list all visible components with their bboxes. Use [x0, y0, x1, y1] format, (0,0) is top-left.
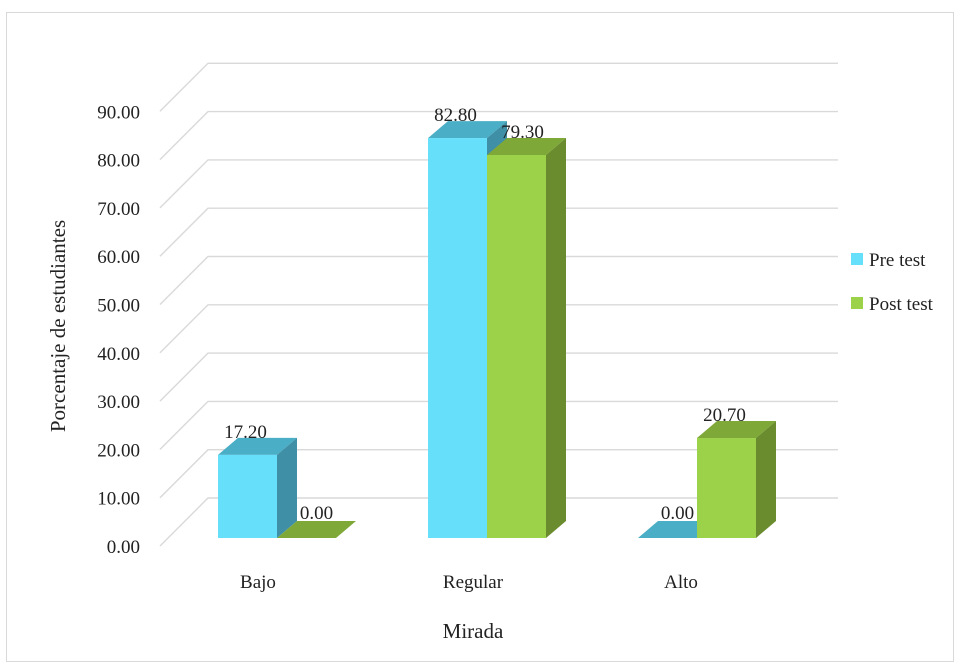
gridlines — [159, 62, 838, 547]
y-tick-label: 0.00 — [107, 537, 140, 558]
y-tick-label: 60.00 — [97, 247, 140, 268]
bar — [487, 137, 566, 538]
data-label: 82.80 — [434, 105, 477, 126]
y-tick-label: 90.00 — [97, 102, 140, 123]
x-category-label: Regular — [443, 572, 504, 593]
y-tick-label: 70.00 — [97, 199, 140, 220]
bar-front-face — [218, 454, 277, 538]
x-category-label: Bajo — [240, 572, 276, 593]
legend-label: Pre test — [869, 250, 926, 271]
bar-top-face — [428, 121, 507, 139]
y-tick-label: 30.00 — [97, 392, 140, 413]
bar — [218, 437, 297, 538]
gridline — [159, 159, 838, 209]
gridline — [159, 352, 838, 402]
bar — [277, 521, 356, 538]
bars — [218, 121, 776, 539]
gridline — [159, 110, 838, 161]
bar-front-face — [697, 438, 756, 538]
bar-front-face — [428, 138, 487, 539]
data-label: 79.30 — [501, 122, 544, 143]
legend: Pre test Post test — [851, 250, 934, 315]
gridline — [159, 497, 838, 547]
gridline — [159, 400, 838, 450]
y-tick-label: 10.00 — [97, 489, 140, 510]
legend-label: Post test — [869, 294, 934, 315]
x-axis-title: Mirada — [443, 619, 504, 643]
y-axis-title: Porcentaje de estudiantes — [46, 220, 70, 432]
bar-side-face — [277, 437, 297, 538]
bar-top-face — [697, 421, 776, 439]
gridline — [159, 207, 838, 257]
y-tick-label: 50.00 — [97, 296, 140, 317]
data-label: 20.70 — [703, 405, 746, 426]
gridline — [159, 62, 838, 112]
bar-top-face — [218, 437, 297, 455]
legend-swatch — [851, 253, 863, 265]
data-label: 0.00 — [661, 503, 694, 524]
legend-swatch — [851, 297, 863, 309]
gridline — [159, 255, 838, 305]
y-tick-labels: 0.00 10.00 20.00 30.00 40.00 50.00 60.00 70.00 8… — [97, 102, 140, 558]
bar-front-face — [487, 154, 546, 538]
y-tick-label: 40.00 — [97, 344, 140, 365]
bar — [697, 421, 776, 538]
x-category-label: Alto — [664, 572, 698, 593]
y-tick-label: 80.00 — [97, 151, 140, 172]
bar-top-face — [487, 137, 566, 155]
x-category-labels: Bajo Regular Alto — [240, 572, 698, 593]
gridline — [159, 449, 838, 499]
bar-top-face — [277, 521, 356, 538]
data-label: 0.00 — [300, 503, 333, 524]
bar-side-face — [756, 421, 776, 538]
y-tick-label: 20.00 — [97, 440, 140, 461]
gridline — [159, 304, 838, 354]
data-labels: 17.20 82.80 0.00 0.00 79.30 20.70 — [224, 105, 746, 524]
bar-side-face — [546, 137, 566, 538]
data-label: 17.20 — [224, 422, 267, 443]
